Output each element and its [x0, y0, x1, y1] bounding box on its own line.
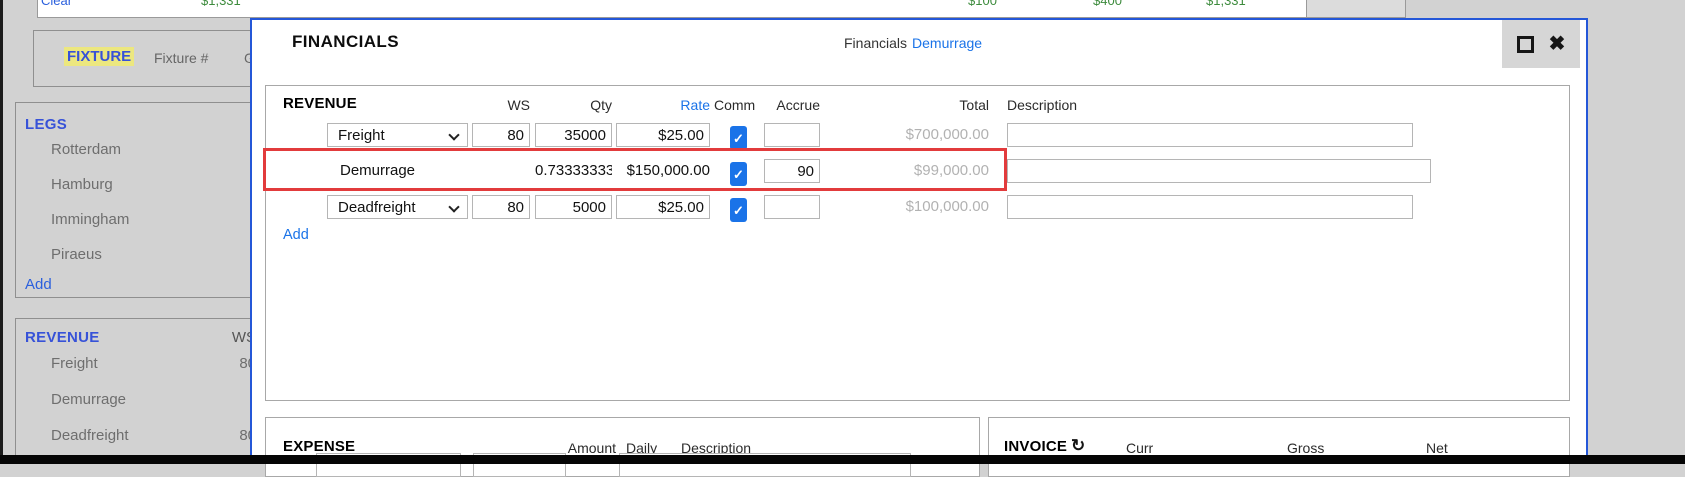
accrue-input[interactable] — [764, 159, 820, 183]
legs-panel: LEGS Rotterdam Hamburg Immingham Piraeus… — [15, 102, 259, 298]
col-header-description: Description — [1007, 97, 1078, 113]
col-header-rate[interactable]: Rate — [680, 97, 710, 113]
comm-checkbox[interactable] — [730, 126, 747, 150]
revenue-type-label: Demurrage — [340, 162, 416, 179]
top-amount-mid-2: $400 — [1093, 0, 1122, 8]
revenue-summary-deadfreight[interactable]: Deadfreight — [51, 427, 129, 444]
description-input[interactable] — [1007, 159, 1431, 183]
revenue-type-select-value: Deadfreight — [338, 198, 416, 216]
col-header-amount: Amount — [567, 440, 616, 456]
revenue-type-select-value: Freight — [338, 126, 385, 144]
col-header-accrue: Accrue — [776, 97, 820, 113]
total-value: $700,000.00 — [905, 126, 989, 143]
rate-value: $150,000.00 — [626, 162, 710, 179]
leg-item-hamburg[interactable]: Hamburg — [51, 176, 113, 193]
invoice-table-title: INVOICE — [1004, 438, 1068, 455]
top-amount-mid-1: $100 — [968, 0, 997, 8]
clear-link[interactable]: Clear — [41, 0, 73, 8]
leg-item-rotterdam[interactable]: Rotterdam — [51, 141, 122, 158]
col-header-qty: Qty — [590, 97, 612, 113]
description-input[interactable] — [1007, 123, 1413, 147]
expense-panel: EXPENSE Amount Daily Description — [265, 417, 980, 477]
revenue-summary-freight[interactable]: Freight — [51, 355, 98, 372]
close-icon[interactable]: ✖ — [1548, 33, 1566, 55]
col-header-description: Description — [681, 440, 752, 456]
revenue-add-link[interactable]: Add — [283, 227, 309, 243]
revenue-summary-demurrage[interactable]: Demurrage — [51, 391, 127, 408]
total-value: $99,000.00 — [913, 162, 989, 179]
revenue-type-select[interactable]: Freight — [327, 123, 468, 147]
accrue-input[interactable] — [764, 123, 820, 147]
col-header-ws: WS — [507, 97, 530, 113]
col-header-gross: Gross — [1287, 440, 1325, 456]
maximize-icon[interactable] — [1516, 35, 1534, 53]
fixture-panel-title: FIXTURE — [64, 47, 135, 66]
modal-title: FINANCIALS — [292, 32, 399, 51]
col-header-net: Net — [1426, 440, 1448, 456]
qty-value: 0.73333333 — [535, 162, 612, 179]
ws-input[interactable] — [472, 123, 530, 147]
financials-modal: FINANCIALS Financials Demurrage ✖ REVENUE… — [250, 18, 1588, 477]
top-amount-left: $1,331 — [201, 0, 241, 8]
chevron-down-icon — [448, 201, 460, 213]
background-top-row: Clear $1,331 $100 $400 $1,331 — [37, 0, 1307, 18]
revenue-summary-ws-header: WS — [231, 329, 256, 346]
rate-input[interactable] — [616, 123, 710, 147]
revenue-panel: REVENUE WS Qty Rate Comm Accrue Total De… — [265, 85, 1570, 401]
background-top-row-right — [1307, 0, 1406, 18]
leg-item-immingham[interactable]: Immingham — [51, 211, 130, 228]
window-bottom-edge — [0, 455, 1685, 464]
ws-input[interactable] — [472, 195, 530, 219]
top-amount-right: $1,331 — [1206, 0, 1246, 8]
revenue-row-deadfreight: Deadfreight $100,000.00 — [266, 195, 1569, 222]
breadcrumb: Financials Demurrage — [844, 35, 982, 51]
qty-input[interactable] — [535, 195, 612, 219]
fixture-number-label: Fixture # — [154, 50, 209, 66]
breadcrumb-section: Financials — [844, 35, 908, 51]
revenue-type-select[interactable]: Deadfreight — [327, 195, 468, 219]
col-header-total: Total — [959, 97, 989, 113]
window-left-edge — [0, 0, 3, 464]
legs-add-link[interactable]: Add — [25, 276, 52, 293]
col-header-curr: Curr — [1126, 440, 1154, 456]
revenue-row-freight: Freight $700,000.00 — [266, 123, 1569, 150]
qty-input[interactable] — [535, 123, 612, 147]
description-input[interactable] — [1007, 195, 1413, 219]
invoice-panel: INVOICE ↻ Curr Gross Net — [988, 417, 1570, 477]
col-header-daily: Daily — [626, 440, 658, 456]
rate-input[interactable] — [616, 195, 710, 219]
breadcrumb-current-link[interactable]: Demurrage — [912, 35, 983, 51]
modal-window-controls: ✖ — [1502, 20, 1580, 68]
expense-table-title: EXPENSE — [283, 438, 356, 455]
col-header-comm: Comm — [714, 97, 756, 113]
fixture-panel: FIXTURE Fixture # GC — [33, 30, 259, 87]
total-value: $100,000.00 — [905, 198, 989, 215]
leg-item-piraeus[interactable]: Piraeus — [51, 246, 102, 263]
chevron-down-icon — [448, 129, 460, 141]
comm-checkbox[interactable] — [730, 162, 747, 186]
revenue-row-demurrage: Demurrage 0.73333333 $150,000.00 $99,000… — [266, 159, 1569, 186]
revenue-table-title: REVENUE — [283, 95, 357, 112]
refresh-icon[interactable]: ↻ — [1071, 436, 1086, 455]
comm-checkbox[interactable] — [730, 198, 747, 222]
revenue-summary-title: REVENUE — [25, 329, 100, 346]
accrue-input[interactable] — [764, 195, 820, 219]
legs-panel-title: LEGS — [25, 116, 68, 133]
revenue-summary-panel: REVENUE WS Freight 80 Demurrage Deadfrei… — [15, 318, 259, 457]
